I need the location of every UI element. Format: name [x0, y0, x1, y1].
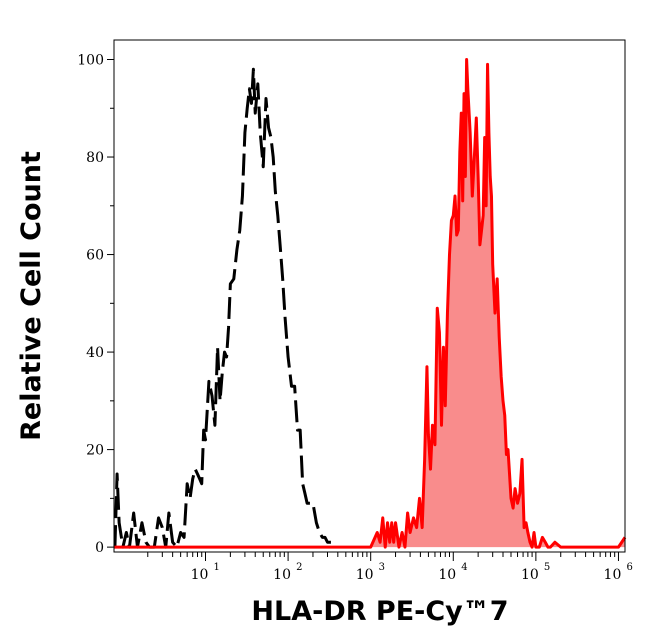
y-tick-label-4: 80: [86, 150, 104, 166]
x-tick-label-5: 10: [604, 567, 622, 583]
series-1-line: [114, 58, 627, 549]
x-tick-exponent-1: 2: [296, 562, 302, 573]
x-tick-exponent-5: 6: [626, 562, 632, 573]
series-layer: [113, 58, 627, 549]
y-tick-label-2: 40: [86, 345, 104, 361]
y-tick-label-5: 100: [77, 53, 104, 69]
y-tick-label-0: 0: [95, 540, 104, 556]
x-tick-label-4: 10: [521, 567, 539, 583]
series-0-line: [113, 67, 331, 549]
x-axis-title: HLA-DR PE-Cy™7: [251, 596, 508, 627]
x-tick-exponent-3: 4: [461, 562, 467, 573]
x-tick-exponent-2: 3: [379, 562, 385, 573]
series-1-area: [114, 59, 625, 548]
x-tick-label-1: 10: [273, 567, 291, 583]
plot-frame: [113, 39, 626, 553]
x-tick-label-0: 10: [191, 567, 209, 583]
x-tick-exponent-0: 1: [214, 562, 220, 573]
x-tick-label-2: 10: [356, 567, 374, 583]
y-tick-label-1: 20: [86, 443, 104, 459]
x-tick-exponent-4: 5: [544, 562, 550, 573]
x-tick-label-3: 10: [438, 567, 456, 583]
y-tick-label-3: 60: [86, 248, 104, 264]
y-axis-title: Relative Cell Count: [16, 151, 47, 441]
axes-layer: 0 20 40 60 80 100 10 1 10 2 10 3 10 4 10 5 10 6: [77, 53, 633, 583]
